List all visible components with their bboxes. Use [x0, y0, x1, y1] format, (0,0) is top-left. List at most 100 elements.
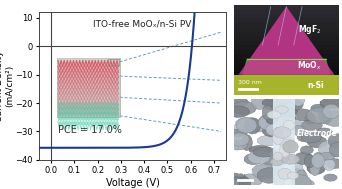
- Polygon shape: [312, 154, 325, 168]
- Polygon shape: [252, 94, 268, 109]
- Polygon shape: [294, 152, 313, 165]
- Polygon shape: [323, 111, 342, 127]
- Polygon shape: [267, 111, 281, 119]
- Polygon shape: [292, 94, 305, 106]
- Polygon shape: [313, 152, 325, 166]
- Polygon shape: [294, 109, 313, 121]
- Polygon shape: [323, 104, 340, 119]
- Polygon shape: [301, 146, 314, 154]
- Polygon shape: [315, 154, 328, 161]
- Text: Electrode: Electrode: [297, 129, 338, 138]
- Polygon shape: [236, 118, 258, 130]
- Polygon shape: [304, 154, 315, 168]
- Polygon shape: [225, 173, 246, 180]
- Polygon shape: [262, 105, 273, 120]
- Polygon shape: [273, 99, 295, 185]
- Polygon shape: [317, 128, 332, 135]
- Polygon shape: [239, 174, 263, 187]
- Polygon shape: [295, 170, 308, 186]
- Bar: [234, 5, 339, 9]
- Polygon shape: [229, 129, 248, 136]
- Polygon shape: [282, 98, 303, 111]
- Polygon shape: [244, 118, 261, 134]
- Polygon shape: [230, 133, 249, 146]
- Polygon shape: [244, 153, 263, 165]
- Bar: [234, 23, 339, 27]
- Polygon shape: [283, 141, 299, 153]
- Bar: [234, 9, 339, 14]
- Text: 300 nm: 300 nm: [238, 80, 262, 85]
- Y-axis label: Current Density
(mA/cm²): Current Density (mA/cm²): [0, 50, 14, 122]
- Polygon shape: [280, 144, 290, 157]
- Polygon shape: [248, 150, 271, 164]
- Polygon shape: [282, 112, 296, 125]
- Polygon shape: [229, 140, 248, 150]
- Polygon shape: [226, 177, 250, 187]
- Polygon shape: [275, 106, 289, 113]
- Polygon shape: [292, 162, 303, 179]
- Polygon shape: [281, 119, 302, 129]
- Text: ITO-free MoOₓ/n-Si PV: ITO-free MoOₓ/n-Si PV: [93, 19, 191, 28]
- Polygon shape: [258, 115, 279, 130]
- Polygon shape: [273, 152, 283, 161]
- Polygon shape: [273, 132, 284, 145]
- Polygon shape: [266, 124, 284, 136]
- Polygon shape: [307, 136, 327, 148]
- Polygon shape: [258, 168, 283, 183]
- Bar: [234, 54, 339, 59]
- Polygon shape: [234, 75, 339, 94]
- Polygon shape: [301, 120, 323, 131]
- Bar: [234, 59, 339, 63]
- Bar: [234, 45, 339, 50]
- Polygon shape: [318, 140, 342, 157]
- Polygon shape: [319, 108, 332, 124]
- Bar: [234, 68, 339, 72]
- Text: MgF$_2$: MgF$_2$: [298, 23, 321, 36]
- Polygon shape: [307, 162, 326, 174]
- Polygon shape: [277, 137, 294, 144]
- Polygon shape: [271, 158, 284, 166]
- Polygon shape: [323, 159, 336, 170]
- Polygon shape: [287, 172, 299, 179]
- Polygon shape: [301, 132, 321, 143]
- Polygon shape: [57, 58, 120, 62]
- Polygon shape: [307, 108, 331, 124]
- Bar: [234, 36, 339, 41]
- Bar: [234, 72, 339, 77]
- Polygon shape: [263, 157, 287, 167]
- Polygon shape: [272, 161, 284, 171]
- Polygon shape: [297, 131, 309, 142]
- Polygon shape: [292, 175, 311, 189]
- Polygon shape: [262, 98, 287, 107]
- Polygon shape: [279, 139, 292, 150]
- Bar: [234, 14, 339, 18]
- Polygon shape: [237, 117, 257, 133]
- Bar: [234, 86, 339, 90]
- Polygon shape: [239, 177, 251, 189]
- Polygon shape: [242, 59, 330, 75]
- Text: PCE = 17.0%: PCE = 17.0%: [58, 125, 122, 135]
- Polygon shape: [311, 104, 326, 112]
- Polygon shape: [252, 164, 277, 179]
- Polygon shape: [324, 174, 337, 181]
- Polygon shape: [238, 7, 334, 75]
- Polygon shape: [259, 115, 284, 131]
- Polygon shape: [267, 112, 291, 118]
- Bar: [234, 63, 339, 68]
- Polygon shape: [281, 149, 290, 163]
- Bar: [234, 81, 339, 85]
- Polygon shape: [326, 159, 342, 169]
- Polygon shape: [278, 168, 292, 179]
- Bar: [234, 41, 339, 45]
- Polygon shape: [230, 125, 246, 136]
- Polygon shape: [310, 161, 320, 176]
- Polygon shape: [274, 127, 283, 137]
- Bar: [234, 27, 339, 32]
- Polygon shape: [225, 97, 249, 106]
- Polygon shape: [263, 125, 283, 137]
- Polygon shape: [279, 139, 296, 146]
- Polygon shape: [279, 169, 303, 177]
- Polygon shape: [249, 145, 272, 154]
- Polygon shape: [328, 133, 342, 148]
- Polygon shape: [281, 154, 300, 164]
